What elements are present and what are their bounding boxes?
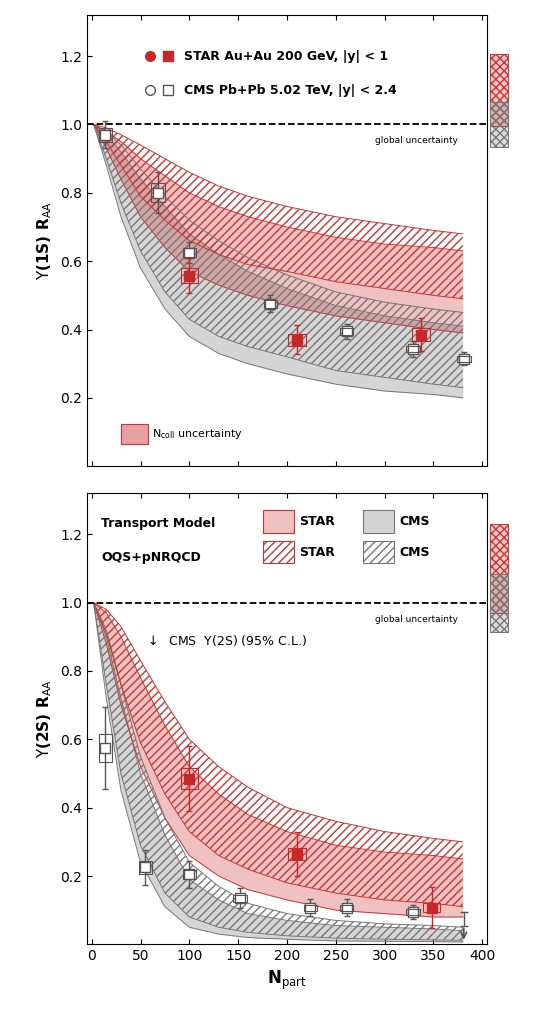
Bar: [490, 55, 508, 126]
Bar: [99, 128, 112, 141]
Bar: [263, 510, 294, 532]
Bar: [180, 268, 198, 283]
Y-axis label: $\Upsilon$(2S) R$_{\rm AA}$: $\Upsilon$(2S) R$_{\rm AA}$: [36, 680, 54, 759]
Bar: [423, 903, 440, 912]
Bar: [412, 328, 430, 341]
Bar: [363, 510, 394, 532]
Text: CMS Pb+Pb 5.02 TeV, |y| < 2.4: CMS Pb+Pb 5.02 TeV, |y| < 2.4: [184, 84, 397, 97]
Bar: [264, 300, 277, 308]
Bar: [183, 870, 196, 879]
Text: global uncertainty: global uncertainty: [375, 615, 458, 623]
Bar: [490, 524, 508, 613]
Text: CMS: CMS: [399, 515, 430, 528]
Bar: [406, 345, 420, 352]
Bar: [490, 102, 508, 146]
Bar: [490, 574, 508, 631]
Text: Transport Model: Transport Model: [101, 517, 216, 530]
Text: N$_{\rm coll}$ uncertainty: N$_{\rm coll}$ uncertainty: [152, 427, 244, 440]
Text: STAR Au+Au 200 GeV, |y| < 1: STAR Au+Au 200 GeV, |y| < 1: [184, 49, 389, 63]
Text: global uncertainty: global uncertainty: [375, 136, 458, 145]
Bar: [263, 510, 294, 532]
Text: CMS: CMS: [399, 545, 430, 559]
Bar: [183, 248, 196, 258]
Text: OQS+pNRQCD: OQS+pNRQCD: [101, 551, 201, 565]
Bar: [363, 510, 394, 532]
Bar: [490, 574, 508, 631]
Text: STAR: STAR: [298, 515, 334, 528]
Bar: [288, 333, 306, 346]
Bar: [363, 541, 394, 564]
Bar: [490, 102, 508, 146]
Bar: [151, 183, 165, 202]
Bar: [340, 328, 353, 334]
Bar: [99, 734, 112, 762]
Bar: [340, 905, 353, 911]
Bar: [490, 524, 508, 613]
Text: STAR: STAR: [298, 545, 334, 559]
Bar: [288, 847, 306, 860]
Bar: [138, 862, 152, 874]
Bar: [121, 423, 148, 444]
Bar: [490, 55, 508, 126]
X-axis label: N$_{\rm part}$: N$_{\rm part}$: [267, 969, 307, 992]
Bar: [180, 769, 198, 789]
Bar: [263, 541, 294, 564]
Text: $\downarrow$  CMS  $\Upsilon$(2S) (95% C.L.): $\downarrow$ CMS $\Upsilon$(2S) (95% C.L…: [146, 633, 307, 648]
Bar: [406, 909, 420, 915]
Y-axis label: $\Upsilon$(1S) R$_{\rm AA}$: $\Upsilon$(1S) R$_{\rm AA}$: [36, 201, 54, 280]
Bar: [304, 905, 318, 911]
Bar: [234, 895, 247, 902]
Bar: [457, 356, 470, 362]
